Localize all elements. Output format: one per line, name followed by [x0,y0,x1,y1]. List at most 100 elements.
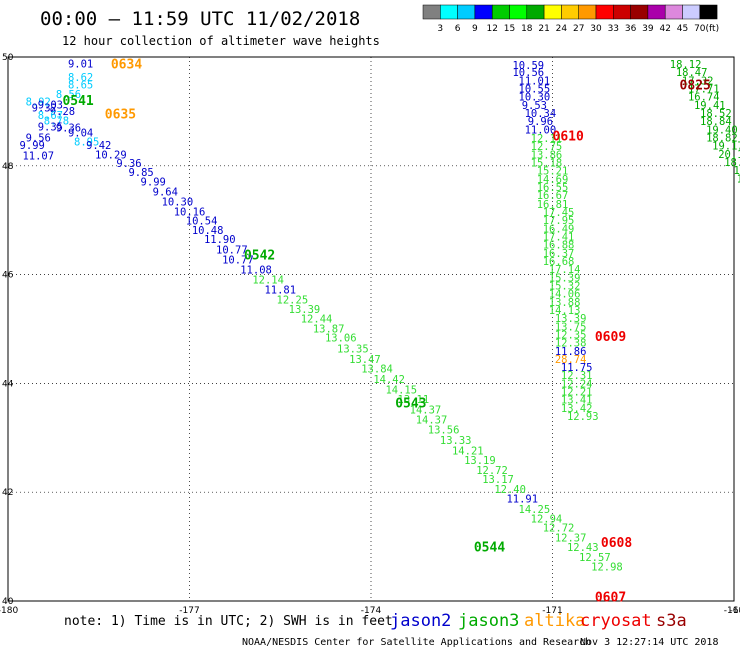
time-label: 0607 [595,591,626,606]
colorbar: 3 6 9 12 15 18 21 24 27 30 33 36 39 42 45 70 (ft) [422,4,719,34]
colorbar-label: 12 [486,24,497,34]
footer-credit: NOAA/NESDIS Center for Satellite Applica… [242,637,591,648]
time-label: 0609 [595,330,626,345]
chart-title: 00:00 – 11:59 UTC 11/02/2018 [40,8,360,30]
time-label: 0610 [553,129,584,144]
wave-height-point: 18.52 [700,108,732,120]
colorbar-swatch [699,4,718,20]
legend-jason2: jason2 [390,611,451,631]
wave-height-point: 13.42 [561,403,593,415]
wave-height-point: 18.47 [676,67,708,79]
wave-height-point: 11.01 [519,75,551,87]
wave-height-point: 17.95 [543,215,575,227]
colorbar-swatch [491,4,510,20]
wave-height-point: 10.55 [519,84,551,96]
footer-timestamp: Nov 3 12:27:14 UTC 2018 [580,637,718,648]
wave-height-point: 9.36 [116,158,141,170]
wave-height-point: 8.62 [68,72,93,84]
wave-height-point: 28.74 [555,354,587,366]
wave-height-point: 12.21 [561,387,593,399]
wave-height-point: 18.2 [733,165,740,177]
wave-height-point: 9.56 [26,133,51,145]
wave-height-point: 9.03 [38,99,63,111]
wave-height-point: 16.67 [537,190,569,202]
time-label: 0543 [395,396,426,411]
wave-height-point: 12.72 [476,465,508,477]
legend-s3a: s3a [656,611,687,631]
wave-height-point: 13.47 [349,354,381,366]
wave-height-point: 11.00 [525,124,557,136]
wave-height-point: 12.72 [543,523,575,535]
wave-height-point: 8.78 [44,116,69,128]
wave-height-point: 11.07 [22,150,54,162]
wave-height-point: 13.39 [555,313,587,325]
wave-height-point: 19. [737,173,740,185]
wave-height-point: 14.25 [519,504,551,516]
wave-height-point: 14.13 [549,305,581,317]
x-tick-label: -174 [361,606,382,616]
wave-height-point: 9.04 [68,128,93,140]
colorbar-label: 3 [437,24,443,34]
wave-height-point: 15.32 [549,280,581,292]
wave-height-point: 9.53 [522,100,547,112]
wave-height-point: 10.30 [519,92,551,104]
wave-height-point: 13.41 [561,395,593,407]
wave-height-point: 16.81 [537,199,569,211]
x-tick-label: -177 [179,606,199,616]
wave-height-point: 12.25 [277,295,309,307]
wave-height-point: 10.34 [525,108,557,120]
legend-jason3: jason3 [458,611,519,631]
wave-height-point: 13.75 [555,321,587,333]
colorbar-label: 24 [556,24,568,34]
wave-height-point: 14.42 [373,374,405,386]
time-label: 0608 [601,536,632,551]
wave-height-point: 18.78 [724,157,740,169]
time-label: 0541 [62,94,93,109]
x-tick-label: -171 [542,606,562,616]
colorbar-swatch [440,4,458,20]
wave-height-point: 13.87 [313,323,345,335]
wave-height-point: 10.16 [174,206,206,218]
colorbar-label: 27 [573,24,584,34]
chart-subtitle: 12 hour collection of altimeter wave hei… [62,34,380,48]
wave-height-point: 19.17 [712,141,740,153]
wave-height-point: 14.21 [452,445,484,457]
x-tick-label: -16 [730,606,740,616]
wave-height-point: 16.68 [543,256,575,268]
wave-height-point: 10.29 [95,149,127,161]
wave-height-point: 9.64 [153,186,178,198]
colorbar-swatch [457,4,476,20]
wave-height-point: 16.49 [543,223,575,235]
wave-height-point: 10.77 [222,254,254,266]
wave-height-point: 18.12 [670,59,702,71]
wave-height-point: 10.77 [216,245,248,257]
wave-height-point: 10.59 [512,60,544,72]
time-label: 0634 [111,58,142,73]
time-label: 0825 [680,79,711,94]
wave-height-point: 17.41 [543,232,575,244]
colorbar-label: 45 [677,24,688,34]
wave-height-point: 13.17 [482,474,514,486]
wave-height-point: 18.82 [706,133,738,145]
colorbar-swatch [578,4,597,20]
data-points: 9.018.628.658.56 8.929.039.329.288.678.78… [20,59,740,574]
colorbar-label: 30 [590,24,602,34]
footer-note: note: 1) Time is in UTC; 2) SWH is in fe… [64,614,393,629]
colorbar-swatch [647,4,666,20]
wave-height-point: 9.42 [86,140,111,152]
wave-height-point: 19.41 [694,100,726,112]
wave-height-point: 13.06 [325,333,357,345]
wave-height-point: 19.40 [706,124,738,136]
wave-height-point: 13.19 [464,455,496,467]
wave-height-point: 8.95 [74,136,99,148]
colorbar-label: 33 [608,24,619,34]
wave-height-point: 8.67 [38,110,63,122]
wave-height-point: 16.37 [543,248,575,260]
wave-height-point: 9.85 [128,167,153,179]
wave-height-point: 17.32 [682,75,714,87]
colorbar-swatch [561,4,579,20]
wave-height-point: 13.56 [428,425,460,437]
colorbar-swatch [543,4,562,20]
wave-height-point: 8.56 [56,89,81,101]
